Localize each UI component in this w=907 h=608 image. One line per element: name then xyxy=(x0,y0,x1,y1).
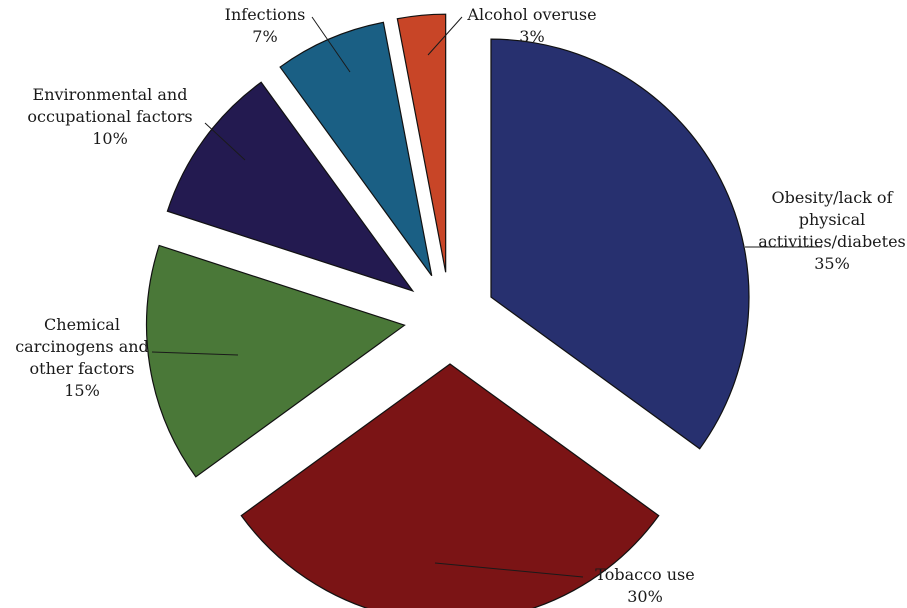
slice-name-label: Chemical xyxy=(44,315,120,334)
slice-name-label: carcinogens and xyxy=(15,337,149,356)
pie-slice xyxy=(240,363,660,608)
slice-labels: Obesity/lack of physical activities/diabet… xyxy=(15,5,906,606)
slice-value-label: 7% xyxy=(252,27,277,46)
pie-slice xyxy=(146,244,406,478)
leader-line xyxy=(151,351,239,356)
leader-line xyxy=(204,122,246,161)
slice-name-label: other factors xyxy=(30,359,135,378)
slice-name-label: Environmental and xyxy=(33,85,188,104)
leader-line xyxy=(311,16,351,73)
slice-name-label: physical xyxy=(799,210,866,229)
slice-value-label: 15% xyxy=(64,381,100,400)
pie-slice xyxy=(279,21,433,277)
slice-label: Alcohol overuse 3% xyxy=(466,5,596,46)
slice-label: Infections 7% xyxy=(225,5,306,46)
slice-label: Tobacco use 30% xyxy=(595,565,694,606)
slice-name-label: activities/diabetes xyxy=(758,232,906,251)
slice-value-label: 3% xyxy=(519,27,544,46)
slice-label: Chemical carcinogens and other factors 15% xyxy=(15,315,149,400)
slice-value-label: 30% xyxy=(627,587,663,606)
pie-slice xyxy=(166,81,415,293)
slice-name-label: Tobacco use xyxy=(595,565,694,584)
slice-label: Obesity/lack of physical activities/diabet… xyxy=(758,188,906,273)
slice-value-label: 35% xyxy=(814,254,850,273)
pie-slice xyxy=(490,38,750,450)
slice-name-label: Obesity/lack of xyxy=(772,188,894,207)
slice-label: Environmental and occupational factors 10% xyxy=(27,85,192,148)
leader-line xyxy=(434,562,584,578)
pie-slice xyxy=(396,13,447,273)
pie-slices xyxy=(146,13,750,608)
slice-value-label: 10% xyxy=(92,129,128,148)
slice-name-label: occupational factors xyxy=(27,107,192,126)
leader-lines xyxy=(151,16,822,578)
leader-line xyxy=(427,16,463,56)
slice-name-label: Infections xyxy=(225,5,306,24)
slice-name-label: Alcohol overuse xyxy=(466,5,596,24)
